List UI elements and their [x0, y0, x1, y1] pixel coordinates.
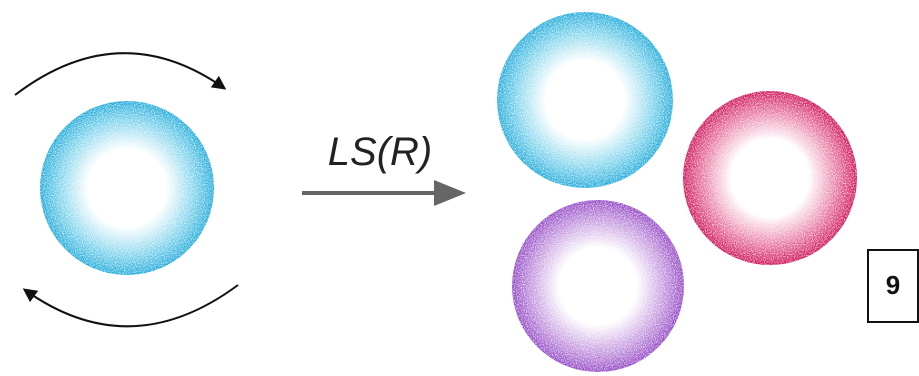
diagram: LS(R) 9: [0, 0, 919, 376]
purple-ring: [512, 200, 684, 372]
rotation-arrow: [25, 285, 238, 326]
cyan-ring: [40, 101, 214, 275]
badge-number: 9: [886, 270, 900, 300]
operator-label: LS(R): [328, 130, 432, 174]
rotation-arrow: [15, 53, 224, 95]
magenta-ring: [683, 91, 857, 265]
cyan-ring: [497, 12, 673, 188]
transform-arrow-head: [434, 180, 466, 206]
